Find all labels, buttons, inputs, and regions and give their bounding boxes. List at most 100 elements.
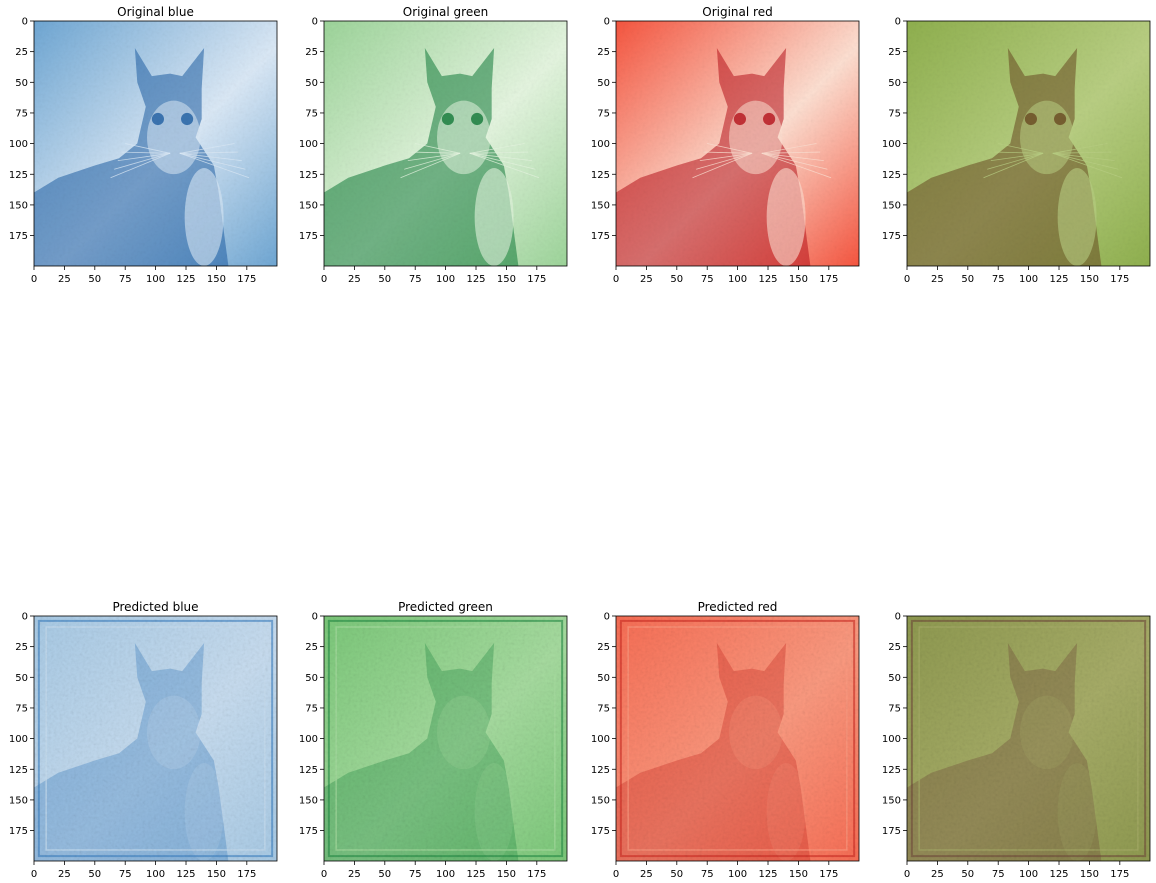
image-area bbox=[324, 616, 567, 861]
y-tick-label: 0 bbox=[604, 612, 610, 623]
x-tick-label: 75 bbox=[119, 274, 132, 285]
x-tick-label: 100 bbox=[1019, 274, 1038, 285]
x-tick-label: 0 bbox=[904, 869, 910, 880]
image-area bbox=[34, 21, 277, 266]
x-tick-label: 125 bbox=[1049, 274, 1068, 285]
panel-8: 0 25 50 75 100 125 150 175 0 25 50 75 100 125 150 175 bbox=[882, 612, 1151, 880]
x-tick-label: 75 bbox=[992, 869, 1005, 880]
y-tick-label: 50 bbox=[888, 673, 901, 684]
y-tick-label: 50 bbox=[888, 78, 901, 89]
y-tick-label: 50 bbox=[15, 673, 28, 684]
x-tick-label: 125 bbox=[176, 869, 195, 880]
y-tick-label: 125 bbox=[882, 765, 901, 776]
y-tick-label: 175 bbox=[882, 231, 901, 242]
x-tick-label: 25 bbox=[640, 869, 653, 880]
panel-title: Predicted blue bbox=[112, 600, 198, 614]
y-tick-label: 25 bbox=[305, 642, 318, 653]
x-tick-label: 0 bbox=[31, 274, 37, 285]
image-area bbox=[34, 616, 277, 861]
image-area bbox=[616, 616, 859, 861]
x-tick-label: 0 bbox=[321, 869, 327, 880]
y-tick-label: 100 bbox=[299, 139, 318, 150]
panel-title: Original blue bbox=[117, 5, 194, 19]
image-area bbox=[907, 616, 1150, 861]
x-tick-label: 100 bbox=[146, 274, 165, 285]
x-tick-label: 50 bbox=[88, 869, 101, 880]
x-tick-label: 125 bbox=[758, 274, 777, 285]
y-tick-label: 100 bbox=[9, 734, 28, 745]
y-tick-label: 125 bbox=[882, 170, 901, 181]
image-area bbox=[324, 21, 567, 266]
y-tick-label: 175 bbox=[591, 826, 610, 837]
y-tick-label: 125 bbox=[299, 765, 318, 776]
x-tick-label: 100 bbox=[436, 274, 455, 285]
x-tick-label: 175 bbox=[819, 869, 838, 880]
y-tick-label: 125 bbox=[9, 170, 28, 181]
y-tick-label: 150 bbox=[882, 795, 901, 806]
panel-7: 0 25 50 75 100 125 150 175 0 25 50 75 100 125 150 175 Pr… bbox=[591, 600, 860, 880]
x-tick-label: 125 bbox=[466, 274, 485, 285]
x-tick-label: 100 bbox=[728, 274, 747, 285]
x-tick-label: 175 bbox=[527, 869, 546, 880]
y-tick-label: 100 bbox=[882, 139, 901, 150]
y-tick-label: 50 bbox=[305, 673, 318, 684]
y-tick-label: 50 bbox=[15, 78, 28, 89]
y-tick-label: 75 bbox=[15, 703, 28, 714]
y-tick-label: 125 bbox=[591, 170, 610, 181]
y-tick-label: 75 bbox=[888, 703, 901, 714]
y-tick-label: 125 bbox=[9, 765, 28, 776]
x-tick-label: 125 bbox=[758, 869, 777, 880]
panel-4: 0 25 50 75 100 125 150 175 0 25 50 75 100 125 150 175 bbox=[882, 17, 1151, 285]
y-tick-label: 0 bbox=[604, 17, 610, 28]
y-tick-label: 175 bbox=[882, 826, 901, 837]
panel-6: 0 25 50 75 100 125 150 175 0 25 50 75 100 125 150 175 Pr… bbox=[299, 600, 568, 880]
y-tick-label: 50 bbox=[305, 78, 318, 89]
x-tick-label: 50 bbox=[88, 274, 101, 285]
y-tick-label: 25 bbox=[15, 642, 28, 653]
x-tick-label: 50 bbox=[670, 869, 683, 880]
y-tick-label: 75 bbox=[597, 703, 610, 714]
panel-title: Original green bbox=[403, 5, 488, 19]
y-tick-label: 0 bbox=[312, 17, 318, 28]
x-tick-label: 125 bbox=[466, 869, 485, 880]
y-tick-label: 125 bbox=[299, 170, 318, 181]
y-tick-label: 75 bbox=[597, 108, 610, 119]
y-tick-label: 100 bbox=[591, 734, 610, 745]
y-tick-label: 25 bbox=[888, 642, 901, 653]
x-tick-label: 50 bbox=[378, 869, 391, 880]
x-tick-label: 175 bbox=[527, 274, 546, 285]
y-tick-label: 25 bbox=[597, 47, 610, 58]
y-tick-label: 75 bbox=[888, 108, 901, 119]
x-tick-label: 50 bbox=[670, 274, 683, 285]
y-tick-label: 175 bbox=[591, 231, 610, 242]
y-tick-label: 175 bbox=[299, 231, 318, 242]
x-tick-label: 175 bbox=[1110, 274, 1129, 285]
x-tick-label: 150 bbox=[207, 274, 226, 285]
y-tick-label: 100 bbox=[591, 139, 610, 150]
y-tick-label: 100 bbox=[882, 734, 901, 745]
x-tick-label: 25 bbox=[348, 869, 361, 880]
y-tick-label: 150 bbox=[299, 795, 318, 806]
x-tick-label: 75 bbox=[701, 274, 714, 285]
x-tick-label: 0 bbox=[321, 274, 327, 285]
y-tick-label: 0 bbox=[22, 17, 28, 28]
image-area bbox=[907, 21, 1150, 266]
x-tick-label: 175 bbox=[237, 274, 256, 285]
panel-2: 0 25 50 75 100 125 150 175 0 25 50 75 100 125 150 175 Or… bbox=[299, 5, 568, 285]
y-tick-label: 175 bbox=[9, 231, 28, 242]
x-tick-label: 0 bbox=[31, 869, 37, 880]
x-tick-label: 150 bbox=[789, 869, 808, 880]
x-tick-label: 0 bbox=[904, 274, 910, 285]
x-tick-label: 150 bbox=[1080, 869, 1099, 880]
panel-5: 0 25 50 75 100 125 150 175 0 25 50 75 100 125 150 175 Pr… bbox=[9, 600, 278, 880]
x-tick-label: 75 bbox=[701, 869, 714, 880]
y-tick-label: 0 bbox=[312, 612, 318, 623]
x-tick-label: 150 bbox=[789, 274, 808, 285]
y-tick-label: 150 bbox=[9, 200, 28, 211]
x-tick-label: 25 bbox=[58, 274, 71, 285]
y-tick-label: 150 bbox=[591, 200, 610, 211]
panel-1: 0 25 50 75 100 125 150 175 0 25 50 75 100 125 150 175 Or… bbox=[9, 5, 278, 285]
panel-3: 0 25 50 75 100 125 150 175 0 25 50 75 100 125 150 175 Or… bbox=[591, 5, 860, 285]
y-tick-label: 25 bbox=[888, 47, 901, 58]
